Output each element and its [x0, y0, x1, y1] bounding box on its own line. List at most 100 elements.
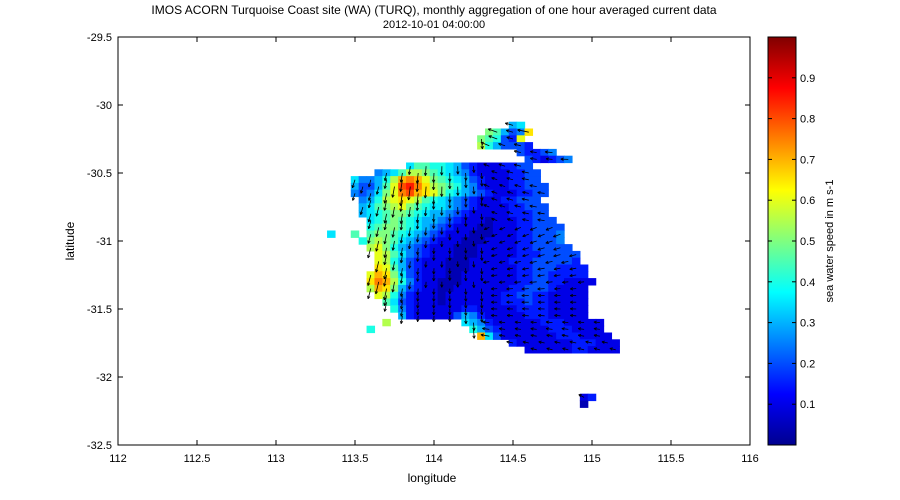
current-arrow	[367, 193, 372, 201]
speed-cell	[595, 325, 605, 334]
current-arrow	[506, 273, 514, 278]
speed-cell	[485, 284, 494, 293]
current-arrow	[375, 227, 380, 237]
current-arrow	[521, 170, 529, 174]
speed-cell	[390, 291, 399, 300]
speed-cell	[524, 332, 534, 340]
speed-cell	[469, 298, 478, 306]
current-arrow	[553, 247, 561, 251]
current-arrow	[491, 233, 498, 237]
current-arrow	[570, 293, 577, 298]
y-axis-label: latitude	[63, 221, 77, 260]
speed-cell	[461, 250, 470, 259]
speed-cell	[390, 210, 399, 218]
speed-cell	[374, 250, 383, 259]
colorbar-tick-label: 0.8	[800, 114, 815, 126]
current-arrow	[506, 267, 514, 271]
current-arrow	[521, 197, 529, 201]
current-arrow	[448, 295, 452, 302]
current-arrow	[440, 166, 444, 176]
current-arrow	[400, 302, 404, 310]
speed-cell	[453, 298, 462, 306]
speed-cell	[461, 278, 470, 286]
current-arrow	[570, 313, 577, 318]
current-arrow	[423, 166, 428, 176]
current-arrow	[423, 206, 428, 217]
speed-cell	[485, 305, 494, 313]
current-arrow	[399, 315, 404, 324]
x-tick-label: 113	[267, 453, 285, 465]
speed-cell	[579, 393, 589, 402]
current-arrow	[562, 280, 569, 284]
speed-cell	[524, 155, 534, 164]
speed-cell	[406, 216, 415, 225]
speed-cell	[516, 128, 526, 136]
current-arrow	[506, 211, 514, 215]
speed-cell	[406, 210, 415, 218]
speed-cell	[500, 128, 510, 136]
current-arrow	[554, 340, 561, 344]
speed-cell	[492, 284, 502, 293]
speed-cell	[564, 298, 573, 306]
current-arrow	[530, 320, 537, 324]
current-arrow	[360, 186, 364, 194]
current-arrow	[487, 128, 498, 133]
speed-cell	[469, 176, 478, 184]
speed-cell	[477, 325, 486, 334]
current-arrow	[464, 247, 468, 254]
speed-cell	[413, 257, 423, 266]
current-arrow	[440, 240, 444, 248]
current-arrow	[480, 254, 484, 261]
speed-cell	[445, 250, 455, 259]
current-arrow	[561, 333, 569, 338]
current-arrow	[545, 157, 553, 161]
speed-cell	[477, 284, 486, 293]
current-arrow	[601, 340, 608, 344]
current-arrow	[432, 234, 436, 242]
speed-cell	[564, 284, 573, 293]
speed-cell	[469, 291, 478, 300]
speed-cell	[556, 332, 565, 340]
current-arrow	[408, 281, 412, 290]
speed-cell	[477, 237, 486, 245]
current-arrow	[530, 347, 537, 351]
current-arrow	[491, 313, 498, 318]
current-arrow	[464, 220, 468, 227]
current-arrow	[561, 327, 569, 331]
current-arrow	[491, 211, 498, 215]
speed-cell	[516, 176, 526, 184]
current-arrow	[399, 268, 404, 277]
current-arrow	[514, 260, 521, 264]
speed-cell	[548, 339, 557, 347]
current-arrow	[553, 267, 561, 271]
current-arrow	[514, 184, 521, 188]
speed-cell	[556, 250, 565, 259]
speed-cell	[366, 223, 376, 232]
current-arrow	[383, 200, 387, 211]
speed-cell	[421, 182, 431, 191]
speed-cell	[556, 237, 565, 245]
current-arrow	[562, 347, 569, 351]
current-arrow	[448, 275, 452, 281]
speed-cell	[437, 271, 447, 279]
speed-cell	[532, 284, 541, 293]
speed-cell	[390, 230, 399, 238]
current-arrow	[408, 261, 412, 269]
speed-cell	[477, 257, 486, 266]
speed-cell	[540, 284, 549, 293]
current-arrow	[506, 247, 514, 251]
current-arrow	[483, 183, 490, 187]
current-arrow	[498, 280, 506, 284]
current-arrow	[464, 179, 468, 188]
speed-cell	[390, 216, 399, 225]
speed-cell	[413, 278, 423, 286]
speed-cell	[461, 237, 470, 245]
speed-cell	[500, 305, 510, 313]
speed-cell	[587, 346, 597, 354]
speed-cell	[516, 230, 526, 238]
current-arrow	[577, 327, 585, 331]
speed-cell	[540, 182, 549, 191]
y-tick-label: -31.5	[87, 304, 112, 316]
current-arrow	[537, 247, 545, 251]
current-arrow	[529, 280, 537, 284]
